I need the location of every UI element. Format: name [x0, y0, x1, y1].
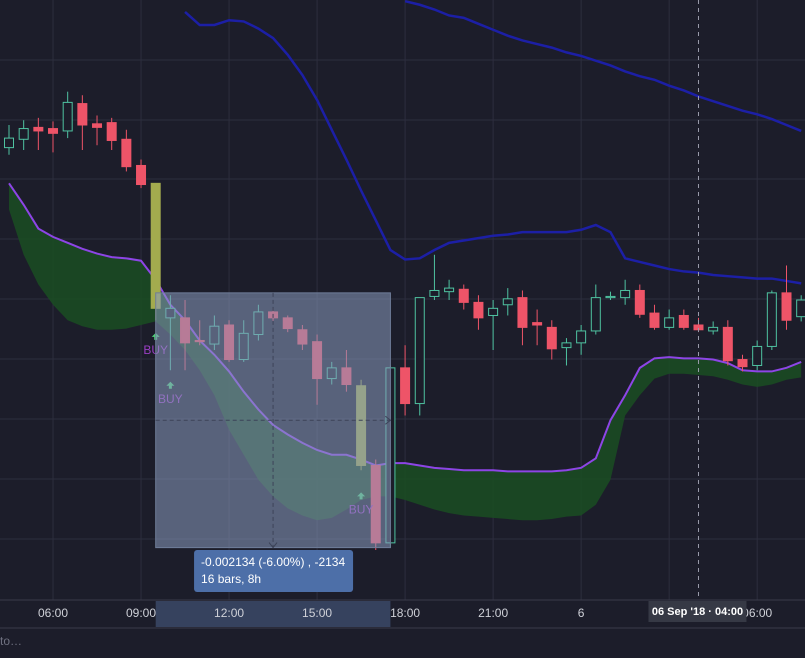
candle-body — [796, 299, 805, 318]
x-tick-label: 21:00 — [478, 606, 508, 620]
candle-body — [664, 317, 675, 328]
arrow-head — [268, 542, 278, 549]
candle-body — [106, 122, 117, 141]
x-tick-label: 06:00 — [742, 606, 772, 620]
candle-body — [722, 326, 733, 362]
candle-body — [150, 182, 161, 309]
x-tick-label: 15:00 — [302, 606, 332, 620]
crosshair-label-bg — [648, 601, 747, 622]
candle-body — [517, 297, 528, 328]
candle-body — [77, 103, 88, 126]
x-tick-label: 12:00 — [214, 606, 244, 620]
candle-body — [400, 367, 411, 405]
candle-body — [576, 330, 587, 344]
candle-body — [502, 298, 513, 306]
candle-body — [590, 297, 601, 332]
candle-body — [48, 128, 59, 134]
candle-body — [634, 289, 645, 315]
measure-label: -0.002134 (-6.00%) , -2134 — [201, 555, 345, 569]
candle-body — [488, 307, 499, 316]
candle-body — [458, 288, 469, 303]
candle-body — [414, 297, 425, 405]
x-tick-label: 06:00 — [38, 606, 68, 620]
candle-body — [561, 342, 572, 349]
measure-sublabel: 16 bars, 8h — [201, 572, 261, 586]
candle-body — [605, 295, 616, 299]
candle-body — [620, 289, 631, 299]
candle-body — [532, 322, 543, 326]
indicator-line — [8, 182, 802, 473]
candle-body — [546, 326, 557, 350]
candle-body — [708, 326, 719, 332]
candle-body — [781, 292, 792, 321]
candle-body — [136, 164, 147, 186]
candle-body — [766, 292, 777, 347]
candle-body — [429, 289, 440, 297]
candle-body — [33, 126, 44, 132]
candle-body — [444, 287, 455, 293]
candle-body — [678, 314, 689, 328]
candle-body — [737, 359, 748, 368]
crosshair-label: 06 Sep '18 · 04:00 — [652, 606, 743, 618]
footer-text: to… — [0, 634, 22, 648]
candle-body — [18, 128, 29, 140]
plot: BUYBUYBUY — [4, 0, 805, 600]
indicator-line — [404, 0, 802, 133]
candle-body — [4, 137, 14, 149]
candle-body — [62, 101, 73, 132]
candle-body — [649, 312, 660, 328]
x-tick-label: 18:00 — [390, 606, 420, 620]
arrow-head — [385, 415, 392, 425]
candle-body — [92, 123, 103, 128]
x-tick-label: 6 — [578, 606, 585, 620]
x-tick-label: 09:00 — [126, 606, 156, 620]
candle-body — [121, 138, 132, 168]
candle-body — [473, 301, 484, 319]
candle-body — [752, 345, 763, 366]
measure-tooltip — [194, 550, 354, 592]
axis-range-highlight — [155, 601, 391, 627]
